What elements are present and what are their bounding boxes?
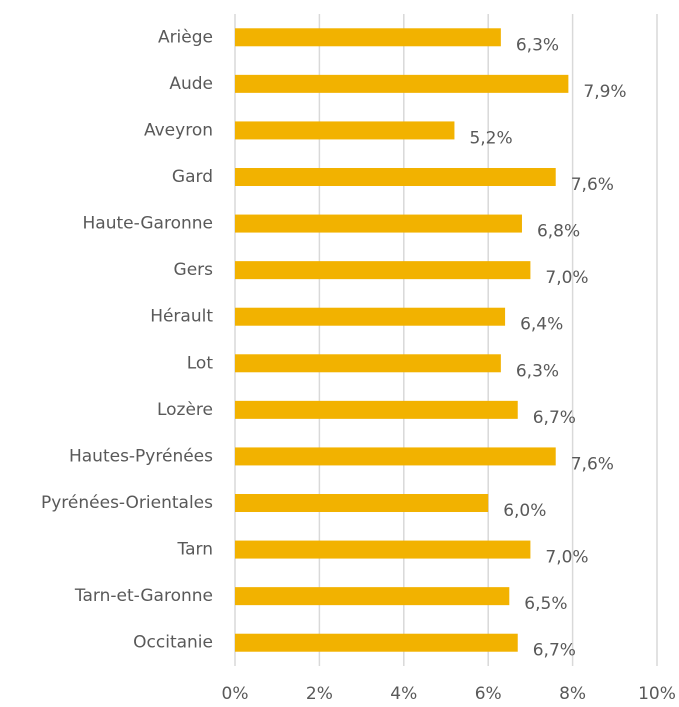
value-label: 6,0% [503,501,546,521]
bar [235,633,518,652]
value-label: 6,7% [533,408,576,428]
value-label: 5,2% [469,128,512,148]
bar [235,121,455,140]
x-tick-label: 2% [306,684,333,704]
bar [235,74,569,93]
bar [235,307,506,326]
y-tick-label: Gard [172,167,213,187]
bar [235,28,501,47]
y-tick-label: Gers [174,260,214,280]
value-label: 6,3% [516,361,559,381]
bar [235,261,531,280]
value-label: 7,0% [545,548,588,568]
value-label: 7,9% [583,82,626,102]
value-label: 6,3% [516,35,559,55]
y-tick-label: Aude [169,74,213,94]
bar [235,354,501,373]
x-tick-label: 0% [222,684,249,704]
x-tick-label: 10% [638,684,676,704]
value-label: 7,6% [571,175,614,195]
value-label: 6,4% [520,315,563,335]
value-label: 7,6% [571,454,614,474]
value-label: 6,7% [533,641,576,661]
bar [235,494,489,512]
y-tick-label: Ariège [158,27,213,47]
y-tick-label: Aveyron [144,120,213,140]
y-tick-label: Haute-Garonne [83,214,213,234]
y-tick-label: Tarn [177,540,213,560]
y-tick-label: Hautes-Pyrénées [69,446,213,466]
y-tick-label: Lozère [157,400,213,420]
bar [235,214,522,233]
x-tick-label: 4% [390,684,417,704]
value-label: 7,0% [545,268,588,288]
x-tick-label: 8% [559,684,586,704]
y-tick-label: Pyrénées-Orientales [41,493,213,513]
bar [235,400,518,419]
bar [235,168,556,186]
y-tick-label: Hérault [150,307,213,327]
bar [235,587,510,606]
y-tick-label: Tarn-et-Garonne [74,586,213,606]
bar [235,447,556,466]
value-label: 6,5% [524,594,567,614]
x-tick-label: 6% [475,684,502,704]
y-tick-label: Occitanie [133,633,213,653]
bar [235,540,531,559]
y-tick-label: Lot [187,353,214,373]
value-label: 6,8% [537,222,580,242]
